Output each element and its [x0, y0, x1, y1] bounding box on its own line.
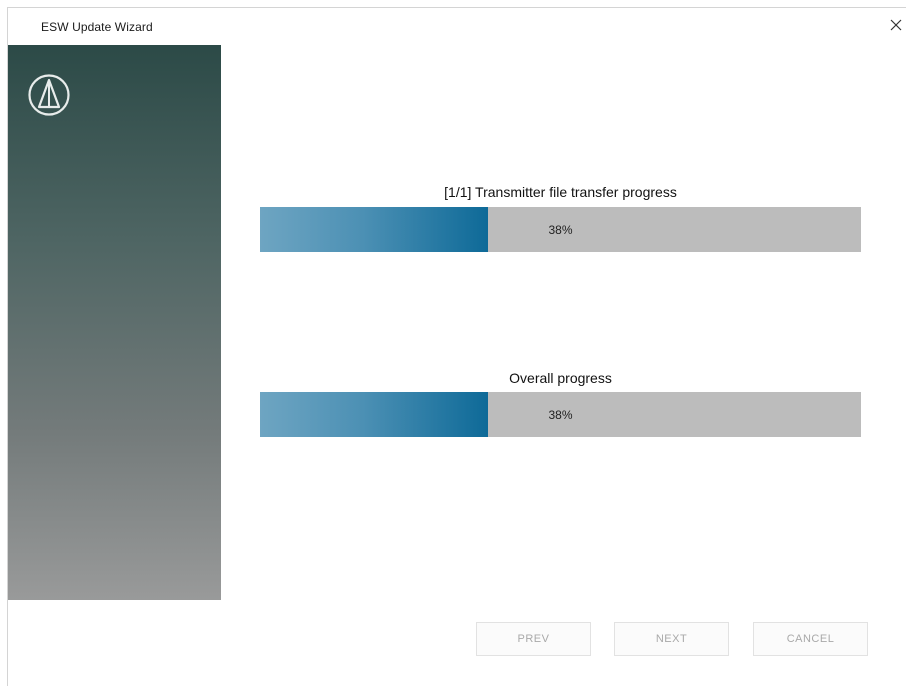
overall-progress-fill [260, 392, 489, 437]
close-icon [890, 19, 902, 31]
overall-progress-label: Overall progress [509, 370, 612, 386]
audio-technica-logo-icon [28, 74, 70, 116]
overall-progress-bar: 38% [260, 392, 861, 437]
sidebar-panel [8, 45, 221, 600]
file-transfer-progress-fill [260, 207, 489, 252]
update-wizard-window: ESW Update Wizard [7, 7, 906, 686]
close-button[interactable] [885, 14, 906, 36]
file-transfer-progress-bar: 38% [260, 207, 861, 252]
title-bar: ESW Update Wizard [8, 8, 906, 45]
cancel-button[interactable]: CANCEL [753, 622, 868, 656]
file-transfer-progress-percent: 38% [548, 222, 573, 237]
prev-button[interactable]: PREV [476, 622, 591, 656]
next-button[interactable]: NEXT [614, 622, 729, 656]
overall-progress-percent: 38% [548, 407, 573, 422]
file-transfer-progress-label: [1/1] Transmitter file transfer progress [444, 184, 677, 200]
window-title: ESW Update Wizard [41, 20, 153, 34]
